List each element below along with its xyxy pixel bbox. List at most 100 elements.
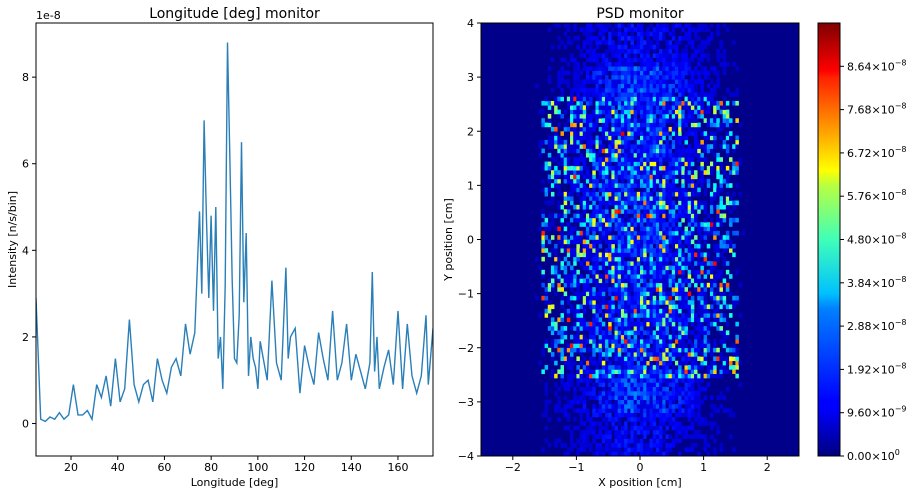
heatmap-cell <box>643 369 647 375</box>
heatmap-cell <box>624 74 628 80</box>
heatmap-cell <box>640 27 644 32</box>
heatmap-cell <box>681 274 685 279</box>
heatmap-cell <box>601 291 606 297</box>
heatmap-cell <box>681 304 685 310</box>
heatmap-cell <box>627 35 631 41</box>
heatmap-cell <box>538 139 542 145</box>
heatmap-cell <box>713 295 717 301</box>
heatmap-cell <box>646 425 650 431</box>
heatmap-cell <box>585 170 590 175</box>
heatmap-cell <box>706 222 711 227</box>
heatmap-cell <box>608 87 612 93</box>
heatmap-cell <box>655 217 660 223</box>
y-tick-label: 4 <box>22 244 29 257</box>
heatmap-cell <box>630 360 634 366</box>
heatmap-cell <box>608 113 612 119</box>
heatmap-cell <box>566 204 571 210</box>
heatmap-cell <box>655 196 660 201</box>
heatmap-cell <box>633 183 638 188</box>
heatmap-cell <box>668 31 673 37</box>
heatmap-cell <box>687 148 692 154</box>
heatmap-cell <box>614 430 619 435</box>
heatmap-cell <box>674 386 679 392</box>
heatmap-cell <box>690 109 695 115</box>
heatmap-cell <box>659 321 663 327</box>
heatmap-cell <box>694 222 698 227</box>
heatmap-cell <box>547 135 552 141</box>
heatmap-cell <box>709 200 714 206</box>
heatmap-cell <box>640 235 644 240</box>
heatmap-cell <box>681 265 685 271</box>
heatmap-cell <box>729 157 733 162</box>
heatmap-cell <box>690 373 695 379</box>
heatmap-cell <box>544 187 549 193</box>
heatmap-cell <box>690 365 695 370</box>
heatmap-cell <box>722 313 727 318</box>
heatmap-cell <box>640 304 644 310</box>
heatmap-cell <box>640 191 644 197</box>
heatmap-cell <box>605 165 609 171</box>
heatmap-cell <box>671 191 676 197</box>
heatmap-cell <box>630 27 634 32</box>
heatmap-cell <box>598 135 603 141</box>
heatmap-cell <box>624 304 628 310</box>
heatmap-cell <box>659 417 663 422</box>
heatmap-cell <box>544 425 549 431</box>
heatmap-cell <box>703 70 708 76</box>
heatmap-cell <box>614 139 619 145</box>
heatmap-cell <box>624 105 628 110</box>
heatmap-cell <box>595 378 599 383</box>
heatmap-cell <box>579 204 584 210</box>
heatmap-cell <box>579 378 584 383</box>
heatmap-cell <box>690 44 695 50</box>
heatmap-cell <box>601 105 606 110</box>
heatmap-cell <box>595 321 599 327</box>
heatmap-cell <box>570 139 574 145</box>
heatmap-cell <box>643 226 647 232</box>
heatmap-cell <box>659 105 663 110</box>
heatmap-cell <box>640 109 644 115</box>
heatmap-cell <box>713 113 717 119</box>
heatmap-cell <box>636 408 641 413</box>
heatmap-cell <box>636 360 641 366</box>
heatmap-cell <box>636 438 641 444</box>
heatmap-cell <box>684 213 688 219</box>
heatmap-cell <box>665 382 669 388</box>
heatmap-cell <box>646 139 650 145</box>
heatmap-cell <box>671 213 676 219</box>
heatmap-cell <box>636 386 641 392</box>
heatmap-cell <box>592 347 596 353</box>
heatmap-cell <box>671 31 676 37</box>
heatmap-cell <box>655 326 660 331</box>
heatmap-cell <box>582 278 587 284</box>
heatmap-cell <box>684 53 688 58</box>
heatmap-cell <box>668 105 673 110</box>
heatmap-cell <box>614 187 619 193</box>
heatmap-cell <box>703 204 708 210</box>
heatmap-cell <box>633 66 638 71</box>
heatmap-cell <box>611 226 615 232</box>
heatmap-cell <box>674 282 679 288</box>
heatmap-cell <box>595 235 599 240</box>
heatmap-cell <box>671 382 676 388</box>
heatmap-cell <box>716 308 720 314</box>
heatmap-cell <box>624 386 628 392</box>
x-tick-label: 80 <box>204 461 218 474</box>
heatmap-cell <box>659 239 663 245</box>
heatmap-cell <box>640 300 644 305</box>
heatmap-cell <box>557 408 561 413</box>
heatmap-cell <box>566 425 571 431</box>
heatmap-cell <box>573 61 577 67</box>
heatmap-cell <box>598 31 603 37</box>
heatmap-cell <box>646 226 650 232</box>
heatmap-cell <box>595 365 599 370</box>
heatmap-cell <box>557 100 561 106</box>
heatmap-cell <box>620 23 625 28</box>
heatmap-cell <box>547 417 552 422</box>
psd-chart-title: PSD monitor <box>596 6 684 22</box>
heatmap-cell <box>614 408 619 413</box>
heatmap-cell <box>725 152 730 158</box>
heatmap-cell <box>633 451 638 457</box>
heatmap-cell <box>592 438 596 444</box>
heatmap-cell <box>620 157 625 162</box>
